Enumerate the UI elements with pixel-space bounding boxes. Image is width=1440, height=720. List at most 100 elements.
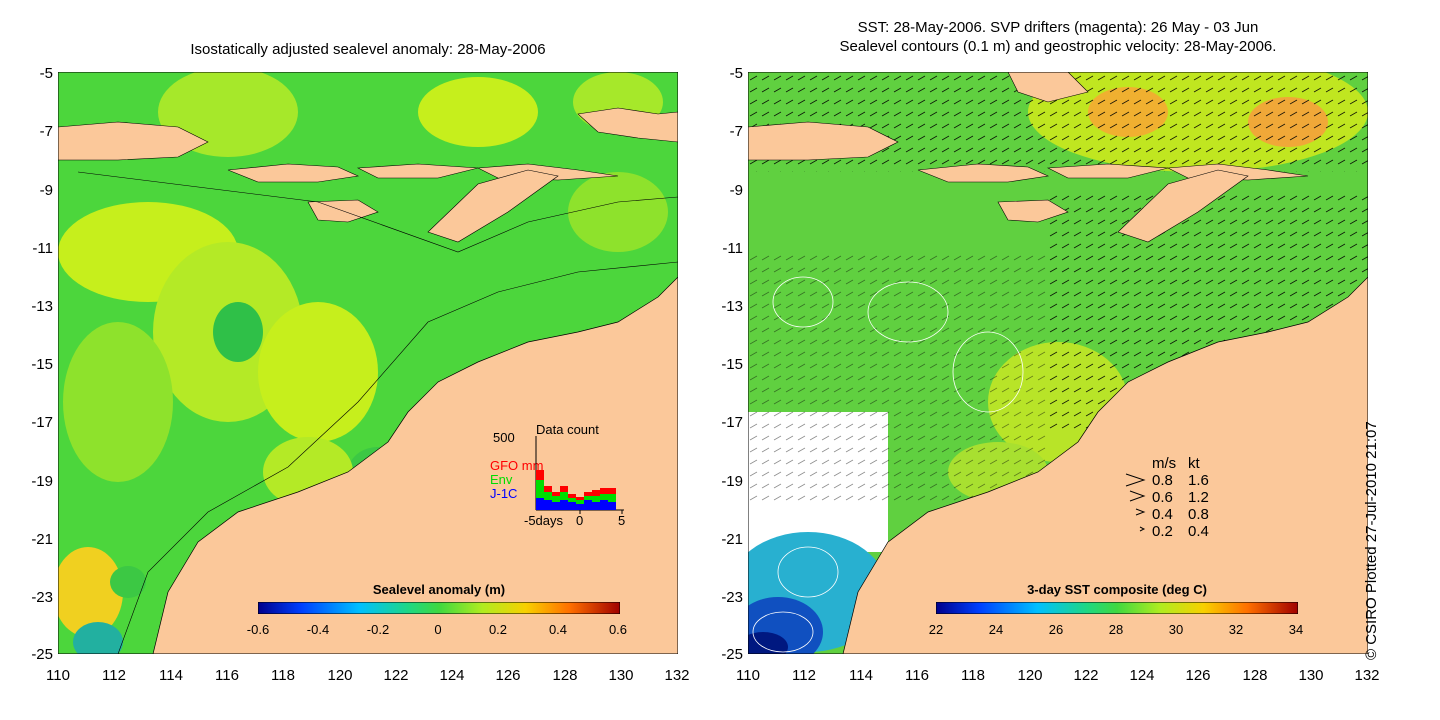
y-tick-label: -21 bbox=[31, 531, 53, 548]
land-australia bbox=[152, 276, 678, 654]
left-colorbar-tick: 0.4 bbox=[548, 622, 568, 637]
x-tick-label: 128 bbox=[1242, 667, 1268, 684]
land-island bbox=[577, 107, 678, 143]
y-tick-label: -9 bbox=[729, 182, 743, 199]
y-tick-label: -25 bbox=[721, 646, 743, 663]
y-tick-label: -23 bbox=[31, 589, 53, 606]
legend-kt-value: 0.8 bbox=[1188, 506, 1209, 523]
right-title-line2: Sealevel contours (0.1 m) and geostrophi… bbox=[839, 38, 1277, 55]
legend-arrows bbox=[1125, 473, 1146, 532]
y-tick-label: -17 bbox=[31, 414, 53, 431]
inset-x-tick: 0 bbox=[576, 513, 584, 528]
sealevel-contour bbox=[772, 276, 834, 328]
y-tick-label: -5 bbox=[729, 65, 743, 82]
legend-kt-value: 1.6 bbox=[1188, 472, 1209, 489]
inset-x-tick: 5 bbox=[618, 513, 626, 528]
right-colorbar-tick: 32 bbox=[1228, 622, 1244, 637]
y-tick-label: -25 bbox=[31, 646, 53, 663]
land-island bbox=[1046, 163, 1169, 179]
x-tick-label: 122 bbox=[1073, 667, 1099, 684]
y-tick-label: -13 bbox=[721, 298, 743, 315]
x-tick-label: 116 bbox=[215, 667, 239, 684]
x-tick-label: 116 bbox=[905, 667, 929, 684]
x-tick-label: 130 bbox=[608, 667, 634, 684]
anomaly-patch bbox=[418, 77, 538, 147]
right-colorbar-gradient bbox=[936, 602, 1298, 614]
left-colorbar-tick: 0.6 bbox=[608, 622, 628, 637]
velocity-arrows bbox=[748, 252, 1048, 502]
land-java bbox=[58, 121, 209, 161]
left-colorbar-tick: -0.4 bbox=[306, 622, 330, 637]
y-tick-label: -23 bbox=[721, 589, 743, 606]
y-tick-label: -7 bbox=[39, 123, 53, 140]
land-sumba bbox=[997, 199, 1069, 223]
anomaly-patch bbox=[58, 547, 123, 637]
x-tick-label: 120 bbox=[327, 667, 353, 684]
y-tick-label: -9 bbox=[39, 182, 53, 199]
left-colorbar-tick: 0.2 bbox=[488, 622, 508, 637]
y-tick-label: -19 bbox=[31, 473, 53, 490]
y-tick-label: -15 bbox=[721, 356, 743, 373]
land-island bbox=[1007, 72, 1089, 103]
legend-kt-value: 0.4 bbox=[1188, 523, 1209, 540]
x-tick-label: 126 bbox=[495, 667, 521, 684]
legend-header-kt: kt bbox=[1188, 455, 1200, 472]
inset-bars bbox=[536, 470, 616, 510]
left-colorbar-tick: 0 bbox=[434, 622, 442, 637]
sealevel-contour bbox=[777, 546, 839, 598]
legend-ms-value: 0.4 bbox=[1152, 506, 1173, 523]
anomaly-patch bbox=[63, 322, 173, 482]
x-tick-label: 130 bbox=[1298, 667, 1324, 684]
y-tick-label: -11 bbox=[722, 240, 743, 257]
land-timor bbox=[1117, 169, 1249, 243]
x-tick-label: 118 bbox=[961, 667, 985, 684]
left-colorbar-tick: -0.2 bbox=[366, 622, 390, 637]
sealevel-contour bbox=[867, 281, 949, 343]
left-colorbar-gradient bbox=[258, 602, 620, 614]
land-island bbox=[356, 163, 479, 179]
y-tick-label: -7 bbox=[729, 123, 743, 140]
anomaly-patch bbox=[110, 566, 146, 598]
x-tick-label: 132 bbox=[664, 667, 690, 684]
x-tick-label: 124 bbox=[1129, 667, 1155, 684]
land-island bbox=[917, 163, 1050, 183]
left-map-title: Isostatically adjusted sealevel anomaly:… bbox=[190, 41, 546, 58]
right-colorbar-tick: 28 bbox=[1108, 622, 1124, 637]
inset-x-tick: -5days bbox=[524, 513, 564, 528]
anomaly-patch bbox=[568, 172, 668, 252]
right-sst-map bbox=[748, 72, 1368, 654]
inset-series-j1c: J-1C bbox=[490, 486, 518, 501]
right-colorbar-tick: 24 bbox=[988, 622, 1004, 637]
left-colorbar-tick: -0.6 bbox=[246, 622, 270, 637]
inset-series-gfo: GFO mm bbox=[490, 458, 544, 473]
legend-ms-value: 0.8 bbox=[1152, 472, 1173, 489]
legend-header-ms: m/s bbox=[1152, 455, 1177, 472]
x-tick-label: 112 bbox=[792, 667, 816, 684]
y-tick-label: -21 bbox=[721, 531, 743, 548]
x-tick-label: 114 bbox=[159, 667, 183, 684]
right-colorbar-label: 3-day SST composite (deg C) bbox=[1027, 582, 1207, 597]
land-australia bbox=[842, 276, 1368, 654]
x-tick-label: 128 bbox=[552, 667, 578, 684]
right-colorbar-tick: 34 bbox=[1288, 622, 1304, 637]
legend-kt-value: 1.2 bbox=[1188, 489, 1209, 506]
sealevel-contour bbox=[952, 331, 1024, 413]
y-tick-label: -15 bbox=[31, 356, 53, 373]
right-colorbar-tick: 22 bbox=[928, 622, 944, 637]
inset-title: Data count bbox=[536, 422, 599, 437]
x-tick-label: 114 bbox=[849, 667, 873, 684]
bathymetry-contour bbox=[77, 171, 678, 253]
sst-patch bbox=[748, 632, 788, 654]
left-colorbar-label: Sealevel anomaly (m) bbox=[372, 582, 506, 597]
bathymetry-contour bbox=[117, 261, 678, 654]
right-map-title: SST: 28-May-2006. SVP drifters (magenta)… bbox=[748, 18, 1368, 56]
x-tick-label: 122 bbox=[383, 667, 409, 684]
y-tick-label: -19 bbox=[721, 473, 743, 490]
anomaly-patch bbox=[213, 302, 263, 362]
land-timor bbox=[427, 169, 559, 243]
inset-y-label: 500 bbox=[493, 430, 515, 445]
y-tick-label: -5 bbox=[39, 65, 53, 82]
x-tick-label: 126 bbox=[1185, 667, 1211, 684]
inset-bar-chart bbox=[535, 436, 624, 514]
x-tick-label: 110 bbox=[46, 667, 70, 684]
